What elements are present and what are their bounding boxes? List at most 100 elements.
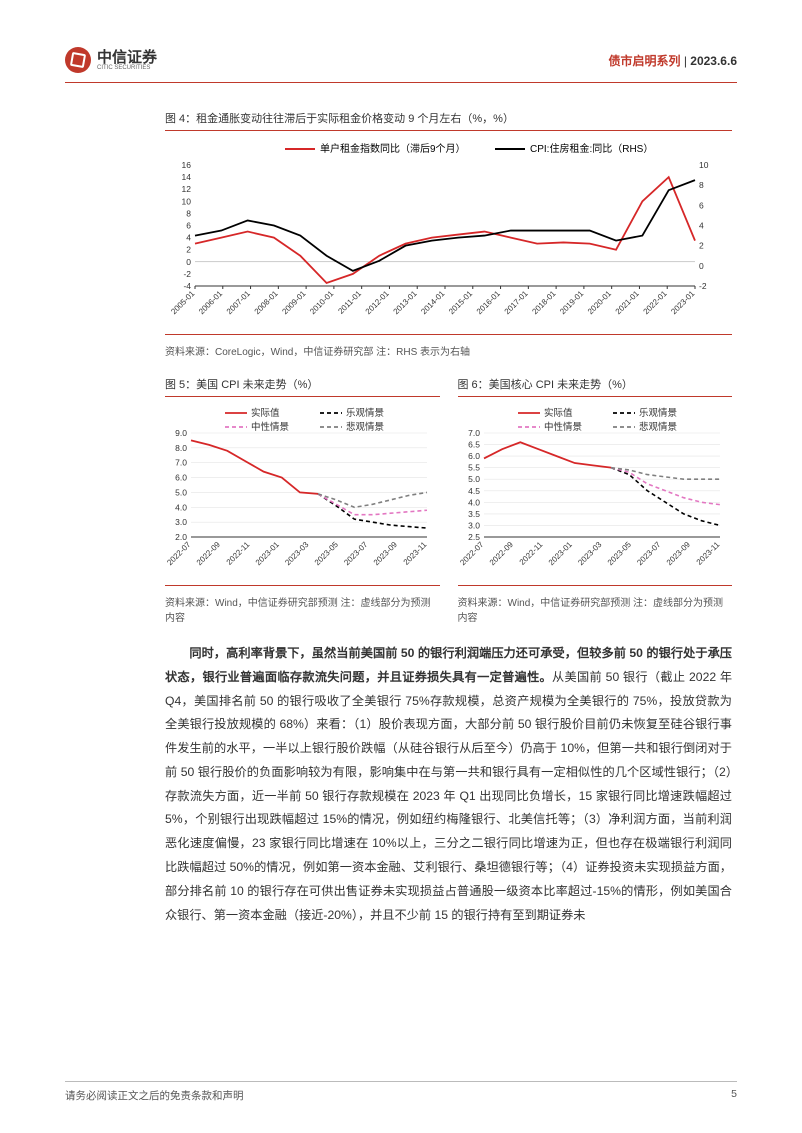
body-text: 同时，高利率背景下，虽然当前美国前 50 的银行利润端压力还可承受，但较多前 5…: [165, 642, 732, 927]
svg-text:2014-01: 2014-01: [419, 289, 447, 317]
page-footer: 请务必阅读正文之后的免责条款和声明 5: [65, 1081, 737, 1103]
svg-text:2012-01: 2012-01: [364, 289, 392, 317]
svg-text:2023-07: 2023-07: [635, 540, 663, 568]
svg-text:2013-01: 2013-01: [392, 289, 420, 317]
svg-text:5.0: 5.0: [175, 487, 187, 497]
svg-text:中性情景: 中性情景: [251, 421, 289, 433]
svg-text:12: 12: [182, 184, 192, 194]
svg-text:CPI:住房租金:同比（RHS）: CPI:住房租金:同比（RHS）: [530, 142, 653, 155]
chart-6-source: 资料来源：Wind，中信证券研究部预测 注：虚线部分为预测内容: [458, 594, 733, 624]
chart-6-title: 图 6：美国核心 CPI 未来走势（%）: [458, 376, 733, 392]
svg-text:2023-03: 2023-03: [576, 540, 604, 568]
svg-text:6: 6: [699, 200, 704, 210]
chart-4-svg: 单户租金指数同比（滞后9个月）CPI:住房租金:同比（RHS）-4-202468…: [165, 139, 725, 334]
svg-text:7.0: 7.0: [175, 458, 187, 468]
svg-text:2011-01: 2011-01: [336, 289, 363, 316]
header-right: 债市启明系列 | 2023.6.6: [608, 52, 737, 69]
svg-text:4: 4: [699, 221, 704, 231]
svg-text:实际值: 实际值: [251, 407, 280, 419]
footer-page: 5: [731, 1088, 737, 1103]
chart-5-title: 图 5：美国 CPI 未来走势（%）: [165, 376, 440, 392]
header-rule: [65, 82, 737, 83]
svg-text:2023-05: 2023-05: [313, 540, 341, 568]
chart-6-rule: [458, 396, 733, 397]
svg-text:悲观情景: 悲观情景: [639, 421, 677, 433]
chart-4-rule: [165, 130, 732, 131]
svg-text:7.0: 7.0: [468, 428, 480, 438]
svg-text:2015-01: 2015-01: [447, 289, 475, 317]
svg-text:4.0: 4.0: [175, 502, 187, 512]
logo-text-en: CITIC SECURITIES: [97, 65, 157, 71]
svg-text:3.0: 3.0: [468, 520, 480, 530]
svg-text:2022-01: 2022-01: [642, 289, 670, 317]
svg-text:4: 4: [186, 233, 191, 243]
svg-text:2019-01: 2019-01: [558, 289, 586, 317]
svg-text:2023-01: 2023-01: [546, 540, 574, 568]
svg-text:2005-01: 2005-01: [169, 289, 197, 317]
svg-text:2022-11: 2022-11: [517, 540, 544, 567]
svg-text:2022-09: 2022-09: [487, 540, 515, 568]
chart-4-rule-bottom: [165, 334, 732, 335]
svg-text:乐观情景: 乐观情景: [639, 407, 677, 419]
svg-text:5.0: 5.0: [468, 474, 480, 484]
chart-4-title: 图 4：租金通胀变动往往滞后于实际租金价格变动 9 个月左右（%，%）: [165, 110, 732, 126]
svg-text:3.0: 3.0: [175, 517, 187, 527]
svg-text:2017-01: 2017-01: [503, 289, 531, 317]
svg-text:2023-03: 2023-03: [283, 540, 311, 568]
svg-text:2018-01: 2018-01: [530, 289, 558, 317]
logo-text-cn: 中信证券: [97, 50, 157, 65]
body-para: 从美国前 50 银行（截止 2022 年 Q4，美国排名前 50 的银行吸收了全…: [165, 670, 732, 922]
svg-text:10: 10: [182, 196, 192, 206]
svg-text:2007-01: 2007-01: [225, 289, 253, 317]
svg-text:2023-01: 2023-01: [254, 540, 282, 568]
svg-text:4.5: 4.5: [468, 486, 480, 496]
svg-text:2008-01: 2008-01: [253, 289, 281, 317]
svg-text:2022-07: 2022-07: [458, 540, 486, 568]
svg-text:悲观情景: 悲观情景: [346, 421, 384, 433]
svg-text:2023-05: 2023-05: [605, 540, 633, 568]
svg-text:2023-07: 2023-07: [342, 540, 370, 568]
svg-text:2023-11: 2023-11: [402, 540, 429, 567]
svg-text:14: 14: [182, 172, 192, 182]
svg-text:2023-11: 2023-11: [694, 540, 721, 567]
chart-4: 图 4：租金通胀变动往往滞后于实际租金价格变动 9 个月左右（%，%） 单户租金…: [165, 110, 732, 358]
header-date: 2023.6.6: [690, 54, 737, 68]
svg-text:2006-01: 2006-01: [197, 289, 225, 317]
svg-text:8: 8: [699, 180, 704, 190]
series-title: 债市启明系列: [608, 54, 680, 68]
footer-disclaimer: 请务必阅读正文之后的免责条款和声明: [65, 1088, 244, 1103]
chart-4-source: 资料来源：CoreLogic，Wind，中信证券研究部 注：RHS 表示为右轴: [165, 343, 732, 358]
svg-text:2009-01: 2009-01: [280, 289, 308, 317]
chart-5-rule: [165, 396, 440, 397]
svg-text:乐观情景: 乐观情景: [346, 407, 384, 419]
svg-text:2020-01: 2020-01: [586, 289, 614, 317]
svg-text:6.5: 6.5: [468, 440, 480, 450]
logo-icon: [65, 47, 91, 73]
header-sep: |: [680, 54, 690, 68]
svg-text:16: 16: [182, 160, 192, 170]
chart-5-source: 资料来源：Wind，中信证券研究部预测 注：虚线部分为预测内容: [165, 594, 440, 624]
svg-text:2022-11: 2022-11: [225, 540, 252, 567]
svg-text:2021-01: 2021-01: [614, 289, 642, 317]
svg-text:0: 0: [186, 257, 191, 267]
svg-text:6: 6: [186, 221, 191, 231]
svg-text:2016-01: 2016-01: [475, 289, 503, 317]
svg-text:6.0: 6.0: [468, 451, 480, 461]
svg-text:实际值: 实际值: [544, 407, 573, 419]
chart-6-rule-bottom: [458, 585, 733, 586]
svg-text:9.0: 9.0: [175, 428, 187, 438]
svg-text:2: 2: [699, 241, 704, 251]
svg-text:10: 10: [699, 160, 709, 170]
svg-text:2: 2: [186, 245, 191, 255]
svg-text:-2: -2: [183, 269, 191, 279]
svg-text:2022-09: 2022-09: [195, 540, 223, 568]
charts-row: 图 5：美国 CPI 未来走势（%） 实际值乐观情景中性情景悲观情景2.03.0…: [165, 376, 732, 624]
svg-text:8: 8: [186, 208, 191, 218]
content-area: 图 4：租金通胀变动往往滞后于实际租金价格变动 9 个月左右（%，%） 单户租金…: [165, 110, 732, 1063]
svg-text:中性情景: 中性情景: [544, 421, 582, 433]
svg-text:6.0: 6.0: [175, 473, 187, 483]
svg-text:0: 0: [699, 261, 704, 271]
chart-5-svg: 实际值乐观情景中性情景悲观情景2.03.04.05.06.07.08.09.02…: [165, 405, 435, 585]
svg-text:2010-01: 2010-01: [308, 289, 336, 317]
chart-5: 图 5：美国 CPI 未来走势（%） 实际值乐观情景中性情景悲观情景2.03.0…: [165, 376, 440, 624]
